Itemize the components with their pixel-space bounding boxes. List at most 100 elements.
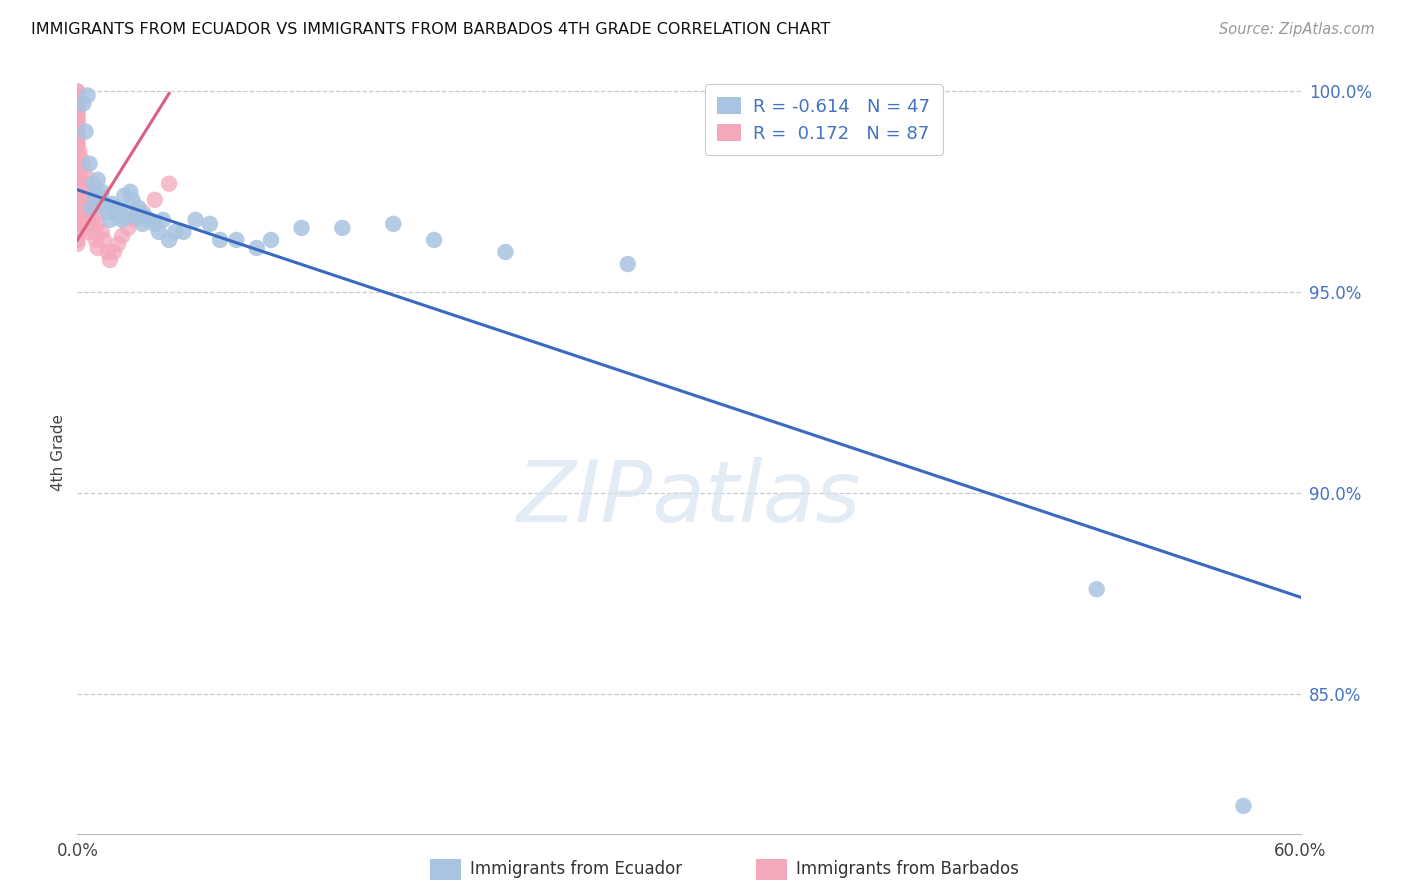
Text: Immigrants from Barbados: Immigrants from Barbados [796,860,1019,878]
Point [184,213,207,227]
Point [98,253,121,268]
Point [75,217,97,231]
Point [112,188,135,202]
Point [80,201,103,215]
Point [66,220,89,235]
Point [143,217,166,231]
Point [66,88,89,103]
Point [66,128,89,143]
Point [121,193,143,207]
Point [83,177,105,191]
Point [198,217,221,231]
Point [225,233,247,247]
Point [260,233,283,247]
Legend: R = -0.614   N = 47, R =  0.172   N = 87: R = -0.614 N = 47, R = 0.172 N = 87 [704,84,943,155]
Point [134,209,156,223]
Point [83,201,105,215]
Point [76,225,98,239]
Point [131,217,153,231]
Point [90,185,112,199]
Point [66,84,89,98]
Point [66,136,89,151]
Point [70,181,93,195]
Point [66,132,89,146]
Point [66,145,89,159]
Point [208,233,231,247]
Point [66,164,89,178]
Point [66,88,89,103]
Point [72,213,94,227]
Point [131,204,153,219]
Point [76,177,98,191]
Point [66,217,89,231]
Point [66,213,89,227]
Point [495,245,517,260]
Point [97,204,120,219]
Point [67,172,90,186]
Point [66,225,89,239]
Point [66,108,89,122]
Point [80,217,103,231]
Point [103,201,125,215]
Point [75,169,97,183]
Point [75,124,97,138]
Point [127,201,149,215]
Point [66,116,89,130]
Point [66,185,89,199]
Point [66,112,89,127]
Point [117,220,139,235]
Point [84,233,107,247]
Point [165,225,187,239]
Point [138,213,160,227]
Point [66,92,89,106]
Point [172,225,194,239]
Point [66,229,89,244]
Point [66,236,89,252]
Point [75,193,97,207]
Point [93,197,115,211]
Point [66,169,89,183]
Point [103,245,125,260]
Point [79,156,101,170]
Point [66,104,89,119]
Point [66,136,89,151]
Point [66,204,89,219]
Point [80,193,103,207]
Point [66,96,89,111]
Point [70,153,93,167]
Point [66,156,89,170]
Point [66,120,89,135]
Text: IMMIGRANTS FROM ECUADOR VS IMMIGRANTS FROM BARBADOS 4TH GRADE CORRELATION CHART: IMMIGRANTS FROM ECUADOR VS IMMIGRANTS FR… [31,22,830,37]
Point [108,204,131,219]
Point [66,124,89,138]
Point [84,209,107,223]
Point [66,104,89,119]
Point [66,233,89,247]
Text: Source: ZipAtlas.com: Source: ZipAtlas.com [1219,22,1375,37]
Point [148,225,170,239]
Point [66,153,89,167]
Point [76,201,98,215]
Point [111,213,134,227]
Point [89,188,111,202]
Point [93,233,115,247]
Point [66,172,89,186]
Point [66,148,89,162]
Point [79,185,101,199]
Point [157,233,180,247]
Point [107,236,129,252]
Point [76,88,98,103]
Point [87,241,110,255]
Point [97,245,120,260]
Point [66,84,89,98]
Point [1232,799,1254,814]
Point [70,204,93,219]
Point [382,217,405,231]
Point [246,241,269,255]
Point [66,177,89,191]
Point [66,209,89,223]
Point [98,213,121,227]
Point [87,172,110,186]
Text: ZIPatlas: ZIPatlas [517,457,860,540]
Point [117,209,139,223]
